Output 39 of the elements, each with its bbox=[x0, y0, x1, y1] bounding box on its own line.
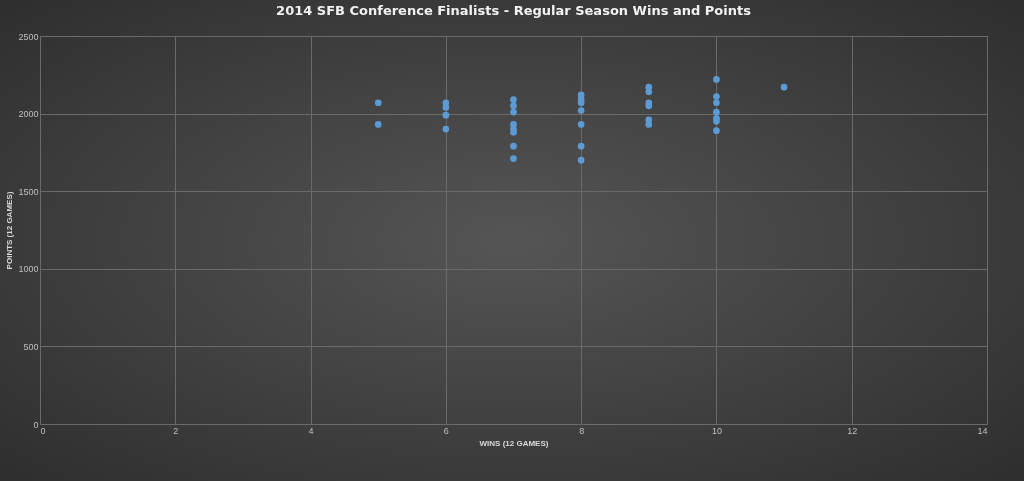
y-tick-label: 2000 bbox=[18, 109, 39, 120]
x-tick-label: 4 bbox=[308, 425, 314, 436]
x-tick-label: 10 bbox=[711, 425, 722, 436]
point bbox=[713, 127, 720, 135]
point bbox=[577, 107, 585, 114]
x-tick-label: 12 bbox=[847, 425, 858, 436]
x-tick-label: 0 bbox=[40, 425, 46, 436]
point bbox=[713, 99, 720, 107]
chart-title: 2014 SFB Conference Finalists - Regular Season Wins and Points bbox=[276, 3, 752, 18]
y-tick-label: 1500 bbox=[18, 186, 39, 197]
point bbox=[577, 121, 585, 128]
point bbox=[645, 121, 653, 128]
point bbox=[713, 108, 720, 116]
y-tick-label: 1000 bbox=[18, 264, 39, 275]
point bbox=[442, 104, 450, 111]
point bbox=[713, 118, 720, 125]
point bbox=[510, 102, 517, 110]
point bbox=[510, 108, 517, 116]
point bbox=[510, 155, 517, 162]
point bbox=[510, 96, 517, 103]
x-axis-title: WINS (12 GAMES) bbox=[479, 438, 549, 448]
x-tick-label: 8 bbox=[579, 425, 585, 436]
point bbox=[645, 88, 653, 96]
point bbox=[442, 111, 450, 119]
point bbox=[442, 125, 450, 133]
point bbox=[780, 83, 788, 91]
y-tick-label: 2500 bbox=[18, 31, 39, 42]
point bbox=[374, 121, 382, 128]
point bbox=[510, 142, 517, 150]
point bbox=[577, 156, 585, 164]
x-tick-label: 2 bbox=[173, 425, 179, 436]
point bbox=[713, 76, 720, 83]
x-tick-label: 14 bbox=[977, 425, 988, 436]
point bbox=[374, 99, 382, 107]
y-tick-label: 500 bbox=[23, 341, 39, 352]
y-axis-title: POINTS (12 GAMES) bbox=[5, 191, 15, 270]
point bbox=[577, 142, 585, 150]
x-tick-label: 6 bbox=[443, 425, 449, 436]
point bbox=[713, 93, 720, 100]
